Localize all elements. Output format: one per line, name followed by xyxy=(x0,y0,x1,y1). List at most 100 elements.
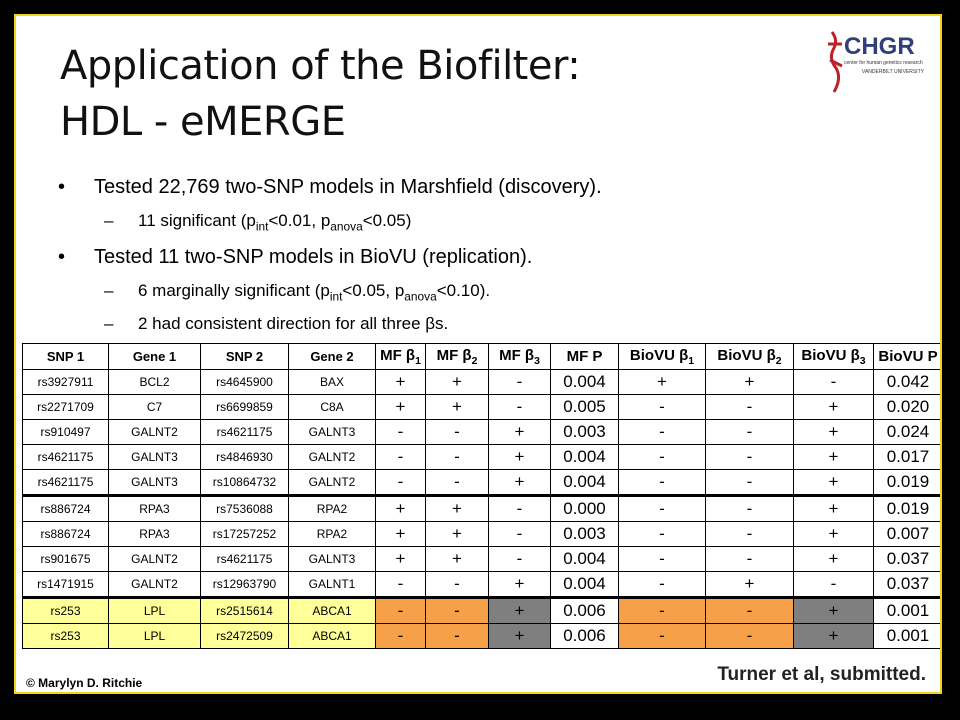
table-cell: 0.007 xyxy=(873,521,940,547)
text-run: <0.05) xyxy=(362,211,412,230)
table-cell: + xyxy=(793,394,874,420)
table-cell: rs910497 xyxy=(22,419,109,445)
table-cell: - xyxy=(618,469,706,497)
table-cell: - xyxy=(618,444,706,470)
logo: CHGR center for human genetics research … xyxy=(828,31,925,93)
text-run: MF β xyxy=(499,346,535,364)
text-run: 2 had consistent direction for all three… xyxy=(138,314,449,333)
table-cell: - xyxy=(488,546,551,572)
bullet-marker: • xyxy=(58,246,66,268)
table-cell: + xyxy=(488,469,551,497)
table-cell: - xyxy=(618,495,706,522)
table-cell: rs10864732 xyxy=(200,469,289,497)
table-cell: + xyxy=(375,394,426,420)
table-cell: GALNT2 xyxy=(288,469,376,497)
bullet-list: • Tested 22,769 two-SNP models in Marshfi… xyxy=(58,174,938,347)
table-row: rs253 LPL rs2515614 ABCA1- - +0.006- - +0.001 xyxy=(22,597,940,624)
bullet-marker: – xyxy=(104,211,114,230)
column-header: Gene 1 xyxy=(108,343,201,370)
column-header: MF β3 xyxy=(488,343,551,370)
table-cell: - xyxy=(375,571,426,599)
table-cell: - xyxy=(488,521,551,547)
table-cell: 0.020 xyxy=(873,394,940,420)
table-cell: 0.006 xyxy=(550,623,619,649)
table-cell: - xyxy=(618,546,706,572)
text-run: BioVU β xyxy=(801,346,860,364)
table-cell: RPA2 xyxy=(288,495,376,522)
copyright: © Marylyn D. Ritchie xyxy=(26,676,143,690)
table-cell: C8A xyxy=(288,394,376,420)
logo-figure xyxy=(828,31,843,93)
table-cell: - xyxy=(375,597,426,624)
subscript: int xyxy=(255,219,269,234)
table-cell: rs4621175 xyxy=(22,469,109,497)
table-cell: - xyxy=(488,495,551,522)
table-cell: - xyxy=(705,597,794,624)
table-cell: RPA3 xyxy=(108,521,201,547)
table-cell: - xyxy=(425,623,489,649)
table-cell: + xyxy=(425,394,489,420)
table-cell: GALNT2 xyxy=(108,419,201,445)
text-run: SNP 2 xyxy=(225,349,264,364)
table-cell: 0.037 xyxy=(873,546,940,572)
text-run: 6 marginally significant (p xyxy=(138,281,330,300)
title: Application of the Biofilter: HDL - eMER… xyxy=(60,38,581,150)
table-row: rs4621175 GALNT3 rs10864732 GALNT2- - +0.004-… xyxy=(22,469,940,497)
bullet: – 2 had consistent direction for all thre… xyxy=(58,314,938,347)
text-run: BioVU β xyxy=(629,346,689,364)
table-cell: - xyxy=(375,444,426,470)
table-cell: 0.000 xyxy=(550,495,619,522)
table-cell: + xyxy=(375,521,426,547)
table-cell: - xyxy=(705,469,794,497)
table-cell: 0.005 xyxy=(550,394,619,420)
table-cell: 0.004 xyxy=(550,571,619,599)
table-cell: LPL xyxy=(108,597,201,624)
bullet-marker: – xyxy=(104,314,114,333)
subscript: anova xyxy=(330,219,363,234)
table-cell: + xyxy=(793,444,874,470)
table-cell: 0.037 xyxy=(873,571,940,599)
table-cell: + xyxy=(705,369,794,395)
bullet: • Tested 22,769 two-SNP models in Marshfi… xyxy=(58,176,938,211)
table-cell: - xyxy=(793,369,874,395)
logo-subtitle: center for human genetics research xyxy=(844,60,923,66)
table-cell: rs7536088 xyxy=(200,495,289,522)
text-run: MF β xyxy=(436,346,472,364)
table-cell: + xyxy=(488,597,551,624)
bullet-marker: • xyxy=(58,176,66,198)
table-row: rs253 LPL rs2472509 ABCA1- - +0.006- - +0.001 xyxy=(22,623,940,649)
table-cell: - xyxy=(375,419,426,445)
table-cell: rs4621175 xyxy=(200,419,289,445)
table-cell: + xyxy=(425,495,489,522)
column-header: BioVU β3 xyxy=(793,343,874,370)
table-cell: + xyxy=(375,546,426,572)
table-cell: GALNT3 xyxy=(108,469,201,497)
table-row: rs3927911 BCL2 rs4645900 BAX + + -0.004 + + -0.04… xyxy=(22,369,940,395)
table-cell: - xyxy=(425,444,489,470)
table-cell: 0.006 xyxy=(550,597,619,624)
logo-name: CHGR xyxy=(844,33,915,60)
bullet: – 11 significant (pint<0.01, panova<0.05) xyxy=(58,211,938,244)
table-cell: BAX xyxy=(288,369,376,395)
table-cell: RPA2 xyxy=(288,521,376,547)
logo-affiliation: VANDERBILT UNIVERSITY xyxy=(862,69,925,75)
table-cell: rs253 xyxy=(22,623,109,649)
subscript: 1 xyxy=(415,354,421,367)
table-cell: - xyxy=(793,571,874,599)
table-cell: + xyxy=(488,419,551,445)
table-cell: + xyxy=(793,623,874,649)
table-cell: - xyxy=(705,444,794,470)
text-run: MF β xyxy=(380,346,416,364)
table-cell: - xyxy=(705,521,794,547)
table-cell: rs4645900 xyxy=(200,369,289,395)
table-cell: - xyxy=(705,394,794,420)
column-header: SNP 1 xyxy=(22,343,109,370)
bullet: – 6 marginally significant (pint<0.05, pa… xyxy=(58,281,938,314)
table-cell: - xyxy=(705,419,794,445)
table-cell: rs901675 xyxy=(22,546,109,572)
table-cell: rs2515614 xyxy=(200,597,289,624)
table-row: rs2271709 C7 rs6699859 C8A + + -0.005- - +0.020 xyxy=(22,394,940,420)
table-cell: GALNT3 xyxy=(288,419,376,445)
table-cell: BCL2 xyxy=(108,369,201,395)
